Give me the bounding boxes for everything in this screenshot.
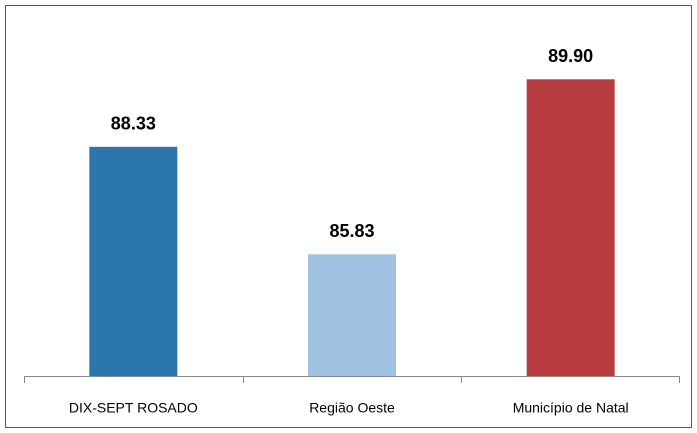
bar — [308, 254, 396, 376]
value-label: 89.90 — [548, 46, 593, 66]
x-tick-label: Município de Natal — [513, 400, 629, 416]
x-axis — [24, 376, 680, 383]
bar — [526, 79, 615, 377]
x-tick-label: DIX-SEPT ROSADO — [69, 400, 198, 416]
value-label: 88.33 — [111, 114, 156, 134]
bar — [89, 146, 178, 376]
value-label: 85.83 — [329, 221, 374, 241]
x-tick-label: Região Oeste — [309, 400, 395, 416]
